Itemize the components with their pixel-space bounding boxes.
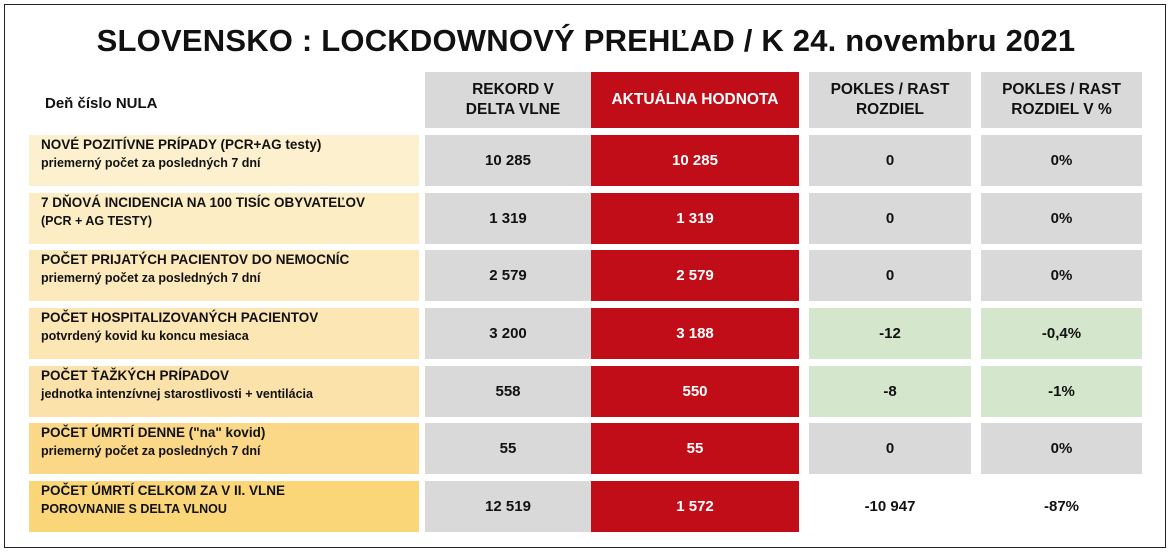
row-label: 7 DŇOVÁ INCIDENCIA NA 100 TISÍC OBYVATEĽ… bbox=[29, 193, 419, 244]
cell-current: 3 188 bbox=[591, 308, 799, 359]
cell-current: 1 319 bbox=[591, 193, 799, 244]
row-label-subtitle: jednotka intenzívnej starostlivosti + ve… bbox=[41, 387, 313, 401]
cell-diff: 0 bbox=[809, 423, 971, 474]
cell-diff: 0 bbox=[809, 135, 971, 186]
cell-record: 55 bbox=[425, 423, 591, 474]
cell-diff-pct: 0% bbox=[981, 135, 1142, 186]
header-current: AKTUÁLNA HODNOTA bbox=[591, 72, 799, 128]
cell-diff-pct: 0% bbox=[981, 423, 1142, 474]
cell-diff: 0 bbox=[809, 250, 971, 301]
row-label-title: POČET HOSPITALIZOVANÝCH PACIENTOV bbox=[41, 310, 319, 325]
cell-diff: 0 bbox=[809, 193, 971, 244]
cell-record: 12 519 bbox=[425, 481, 591, 532]
header-diff-pct-line1: POKLES / RAST bbox=[1002, 81, 1121, 98]
cell-diff-pct: 0% bbox=[981, 193, 1142, 244]
page-title: SLOVENSKO : LOCKDOWNOVÝ PREHĽAD / K 24. … bbox=[96, 23, 1076, 58]
row-label: NOVÉ POZITÍVNE PRÍPADY (PCR+AG testy) pri… bbox=[29, 135, 419, 186]
row-label-subtitle: POROVNANIE S DELTA VLNOU bbox=[41, 502, 227, 516]
cell-record: 2 579 bbox=[425, 250, 591, 301]
overview-panel: SLOVENSKO : LOCKDOWNOVÝ PREHĽAD / K 24. … bbox=[4, 4, 1166, 548]
header-record: REKORD V DELTA VLNE bbox=[425, 72, 601, 128]
row-label-title: POČET PRIJATÝCH PACIENTOV DO NEMOCNÍC bbox=[41, 252, 350, 267]
row-label-subtitle: priemerný počet za posledných 7 dní bbox=[41, 156, 261, 170]
row-label-title: POČET ÚMRTÍ CELKOM ZA V II. VLNE bbox=[41, 483, 286, 498]
header-diff-pct-line2: ROZDIEL V % bbox=[1011, 101, 1112, 118]
day-zero-label: Deň číslo NULA bbox=[45, 95, 158, 112]
row-label: POČET ÚMRTÍ CELKOM ZA V II. VLNE POROVNAN… bbox=[29, 481, 419, 532]
row-label-title: POČET ŤAŽKÝCH PRÍPADOV bbox=[41, 368, 230, 383]
header-record-line2: DELTA VLNE bbox=[465, 101, 561, 118]
cell-diff: -12 bbox=[809, 308, 971, 359]
cell-current: 1 572 bbox=[591, 481, 799, 532]
row-label: POČET PRIJATÝCH PACIENTOV DO NEMOCNÍC pri… bbox=[29, 250, 419, 301]
cell-current: 10 285 bbox=[591, 135, 799, 186]
header-diff-line1: POKLES / RAST bbox=[830, 81, 950, 98]
cell-diff-pct: 0% bbox=[981, 250, 1142, 301]
cell-record: 558 bbox=[425, 366, 591, 417]
row-label-title: NOVÉ POZITÍVNE PRÍPADY (PCR+AG testy) bbox=[41, 137, 322, 152]
cell-current: 2 579 bbox=[591, 250, 799, 301]
row-label-subtitle: priemerný počet za posledných 7 dní bbox=[41, 271, 261, 285]
row-label-title: 7 DŇOVÁ INCIDENCIA NA 100 TISÍC OBYVATEĽ… bbox=[41, 195, 366, 210]
header-diff: POKLES / RAST ROZDIEL bbox=[809, 72, 971, 128]
row-label-title: POČET ÚMRTÍ DENNE ("na" kovid) bbox=[41, 425, 266, 440]
row-label-subtitle: (PCR + AG TESTY) bbox=[41, 214, 153, 228]
cell-diff: -10 947 bbox=[809, 481, 971, 532]
row-label-subtitle: priemerný počet za posledných 7 dní bbox=[41, 444, 261, 458]
cell-diff: -8 bbox=[809, 366, 971, 417]
cell-diff-pct: -87% bbox=[981, 481, 1142, 532]
row-label-subtitle: potvrdený kovid ku koncu mesiaca bbox=[41, 329, 249, 343]
cell-record: 10 285 bbox=[425, 135, 591, 186]
cell-record: 3 200 bbox=[425, 308, 591, 359]
cell-current: 550 bbox=[591, 366, 799, 417]
row-label: POČET HOSPITALIZOVANÝCH PACIENTOV potvrde… bbox=[29, 308, 419, 359]
cell-record: 1 319 bbox=[425, 193, 591, 244]
header-diff-line2: ROZDIEL bbox=[855, 101, 925, 118]
cell-diff-pct: -0,4% bbox=[981, 308, 1142, 359]
row-label: POČET ŤAŽKÝCH PRÍPADOV jednotka intenzívn… bbox=[29, 366, 419, 417]
header-current-line1: AKTUÁLNA HODNOTA bbox=[611, 91, 779, 108]
cell-diff-pct: -1% bbox=[981, 366, 1142, 417]
header-record-line1: REKORD V bbox=[472, 81, 554, 98]
header-diff-pct: POKLES / RAST ROZDIEL V % bbox=[981, 72, 1142, 128]
row-label: POČET ÚMRTÍ DENNE ("na" kovid) priemerný … bbox=[29, 423, 419, 474]
cell-current: 55 bbox=[591, 423, 799, 474]
